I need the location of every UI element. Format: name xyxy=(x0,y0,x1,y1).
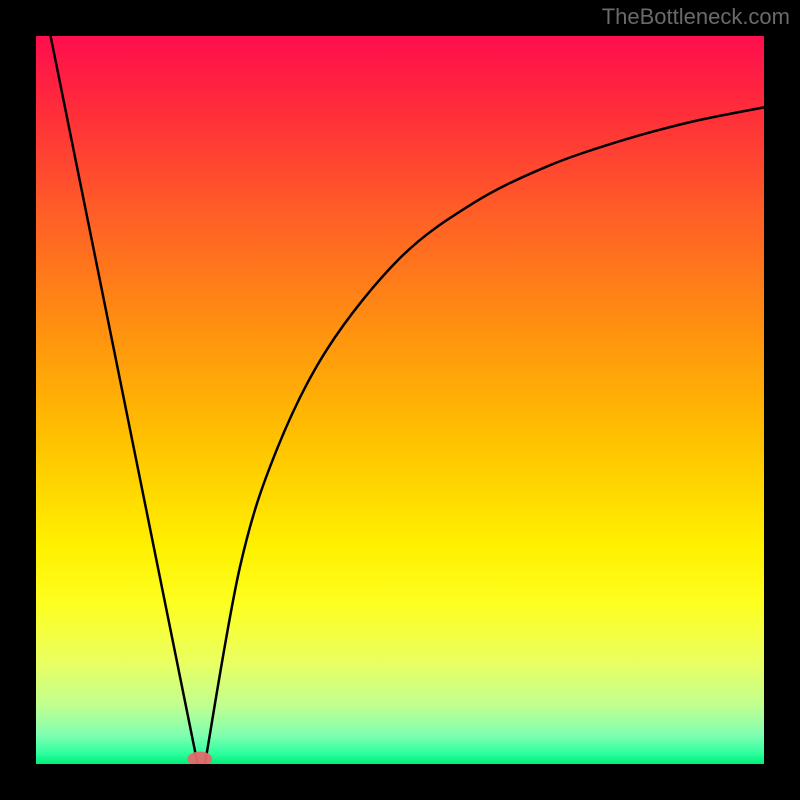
plot-background xyxy=(36,36,764,764)
attribution-text: TheBottleneck.com xyxy=(602,4,790,30)
valley-marker xyxy=(187,752,212,767)
chart-stage: TheBottleneck.com xyxy=(0,0,800,800)
chart-svg xyxy=(0,0,800,800)
